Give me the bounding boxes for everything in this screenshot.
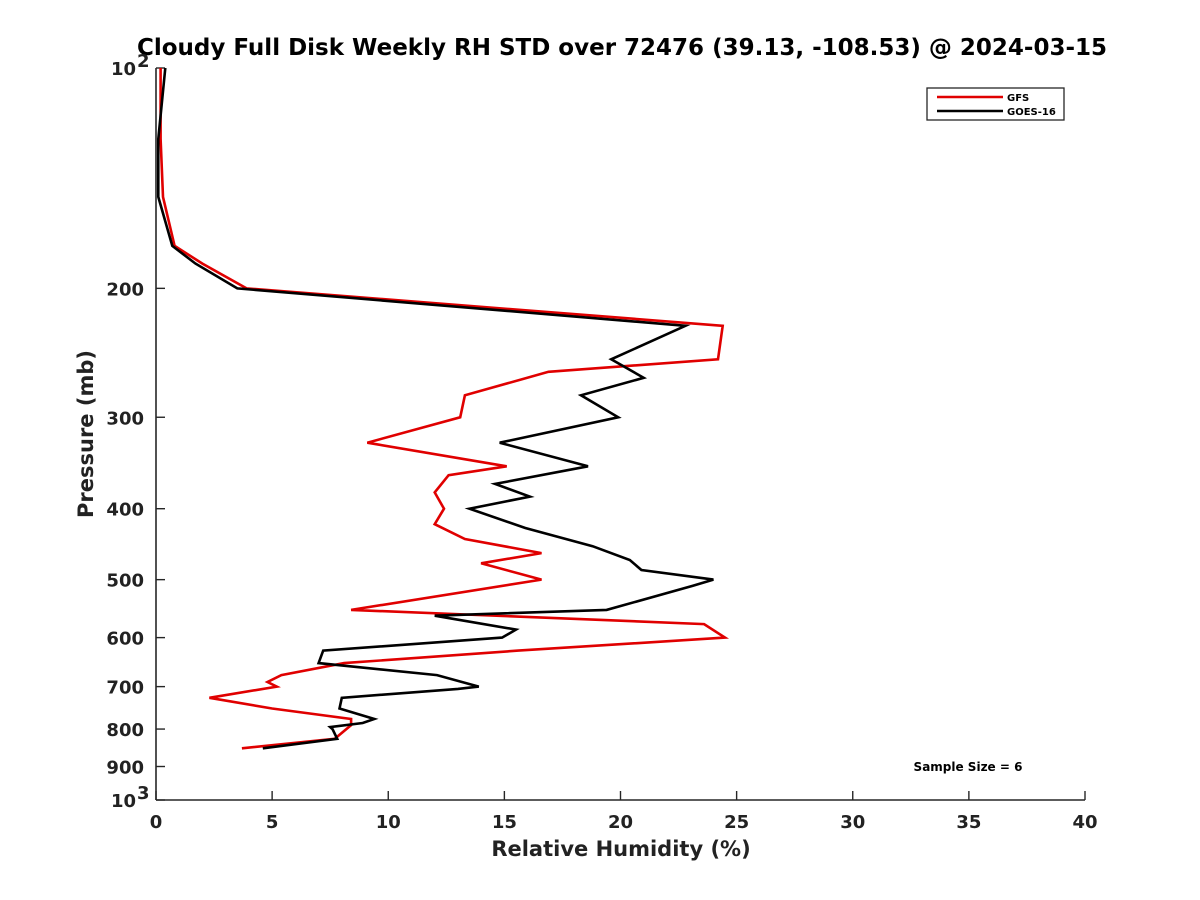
legend: GFS GOES-16	[926, 87, 1065, 121]
legend-box	[926, 87, 1065, 121]
x-ticks: 0 5 10 15 20 25 30 35 40	[150, 791, 1098, 833]
y-tick-label: 300	[106, 408, 144, 429]
y-tick-label: 800	[106, 720, 144, 741]
y-axis-label: Pressure (mb)	[74, 350, 98, 518]
y-tick-label: 400	[106, 500, 144, 521]
x-axis-label: Relative Humidity (%)	[491, 837, 750, 861]
x-tick-label: 35	[956, 812, 981, 833]
series-line-1	[157, 67, 714, 750]
x-tick-label: 40	[1072, 812, 1097, 833]
y-tick-label: 700	[106, 678, 144, 699]
x-tick-label: 20	[608, 812, 633, 833]
x-tick-label: 0	[150, 812, 163, 833]
chart-title: Cloudy Full Disk Weekly RH STD over 7247…	[137, 35, 1107, 61]
y-tick-label: 200	[106, 279, 144, 300]
x-tick-label: 25	[724, 812, 749, 833]
x-tick-label: 5	[266, 812, 279, 833]
y-tick-label: 500	[106, 571, 144, 592]
y-tick-exponent: 2	[137, 51, 150, 72]
legend-label-0: GFS	[1007, 93, 1029, 104]
x-tick-label: 30	[840, 812, 865, 833]
series-line-0	[159, 68, 730, 750]
y-tick-label: 600	[106, 629, 144, 650]
y-tick-label: 900	[106, 758, 144, 779]
x-tick-label: 10	[376, 812, 401, 833]
legend-label-1: GOES-16	[1007, 107, 1056, 118]
y-tick-exponent: 3	[137, 783, 150, 804]
legend-entries: GFS GOES-16	[937, 93, 1056, 118]
y-tick-label: 10	[111, 791, 136, 812]
sample-size-annotation: Sample Size = 6	[914, 760, 1023, 774]
x-tick-label: 15	[492, 812, 517, 833]
y-tick-label: 10	[111, 59, 136, 80]
plot-area: 0 5 10 15 20 25 30 35 40 10 220030040050060070080…	[106, 51, 1097, 833]
series-lines	[157, 67, 730, 750]
